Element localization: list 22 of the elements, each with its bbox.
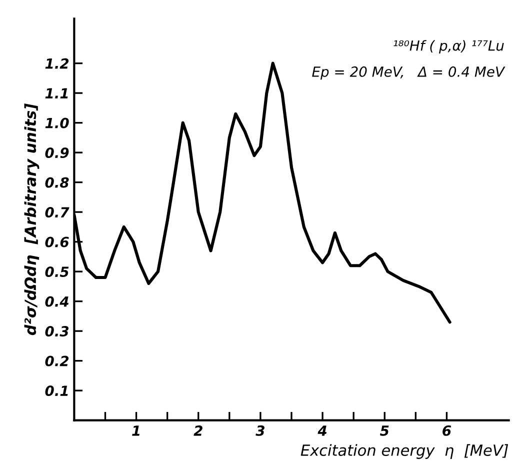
y-tick-label: 0.7 [45,207,70,218]
x-axis-title: Excitation energy η [MeV] [300,444,508,459]
y-tick-label: 1.0 [45,118,69,128]
x-tick-label: 2 [194,425,202,436]
x-tick-label: 1 [132,426,140,436]
y-tick-label: 0.2 [45,356,69,366]
x-tick-label: 4 [318,426,327,436]
y-tick-label: 0.4 [45,296,68,307]
y-tick-label: 0.9 [45,148,69,158]
y-tick-label: 0.1 [45,386,68,396]
x-tick-label: 3 [256,425,264,436]
y-tick-label: 1.2 [45,58,69,69]
y-tick-label: 0.3 [45,326,69,337]
y-tick-label: 0.6 [45,236,69,248]
x-tick-label: 6 [442,425,452,436]
x-tick-label: 5 [380,426,389,436]
annotation: ¹⁸⁰Hf ( p,α) ¹⁷⁷Lu [394,40,504,54]
y-tick-label: 1.1 [45,88,68,98]
y-tick-label: 0.5 [45,266,69,278]
y-tick-label: 0.8 [45,177,69,188]
annotation: Ep = 20 MeV, Δ = 0.4 MeV [312,66,506,80]
y-axis-title: d²σ/dΩdη [Arbitrary units] [24,103,40,336]
